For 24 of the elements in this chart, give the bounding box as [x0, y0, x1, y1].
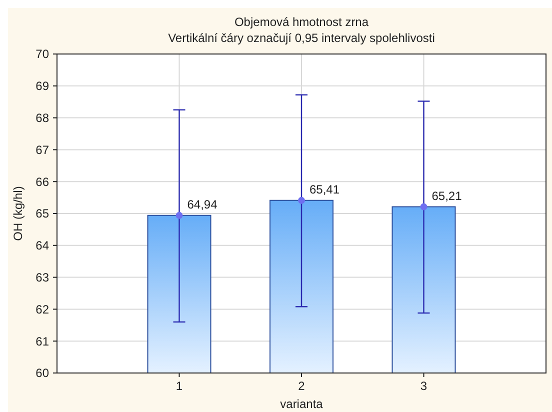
- y-tick-label: 65: [36, 206, 50, 221]
- y-tick-label: 64: [36, 238, 50, 253]
- data-label: 64,94: [187, 197, 218, 212]
- y-tick-label: 60: [36, 366, 50, 380]
- y-tick-label: 63: [36, 270, 50, 284]
- y-tick-label: 61: [36, 334, 50, 348]
- chart-title: Objemová hmotnost zrna: [234, 15, 369, 29]
- y-tick-label: 69: [36, 79, 50, 94]
- point: [420, 203, 428, 210]
- y-tick-label: 70: [36, 47, 50, 62]
- data-label: 65,41: [310, 182, 340, 196]
- chart-subtitle: Vertikální čáry označují 0,95 intervaly spolehlivosti: [168, 31, 435, 45]
- data-label: 65,21: [432, 188, 462, 203]
- point: [298, 196, 305, 204]
- x-tick-label: 1: [176, 379, 183, 393]
- x-axis-title: varianta: [280, 397, 324, 411]
- y-tick-label: 67: [36, 142, 50, 157]
- x-tick-label: 3: [420, 379, 428, 393]
- y-tick-label: 66: [36, 174, 50, 189]
- y-tick-label: 62: [36, 302, 50, 316]
- y-tick-label: 68: [36, 111, 50, 125]
- y-axis-title: OH (kg/hl): [11, 186, 25, 241]
- x-tick-label: 2: [298, 379, 306, 393]
- point: [176, 212, 183, 219]
